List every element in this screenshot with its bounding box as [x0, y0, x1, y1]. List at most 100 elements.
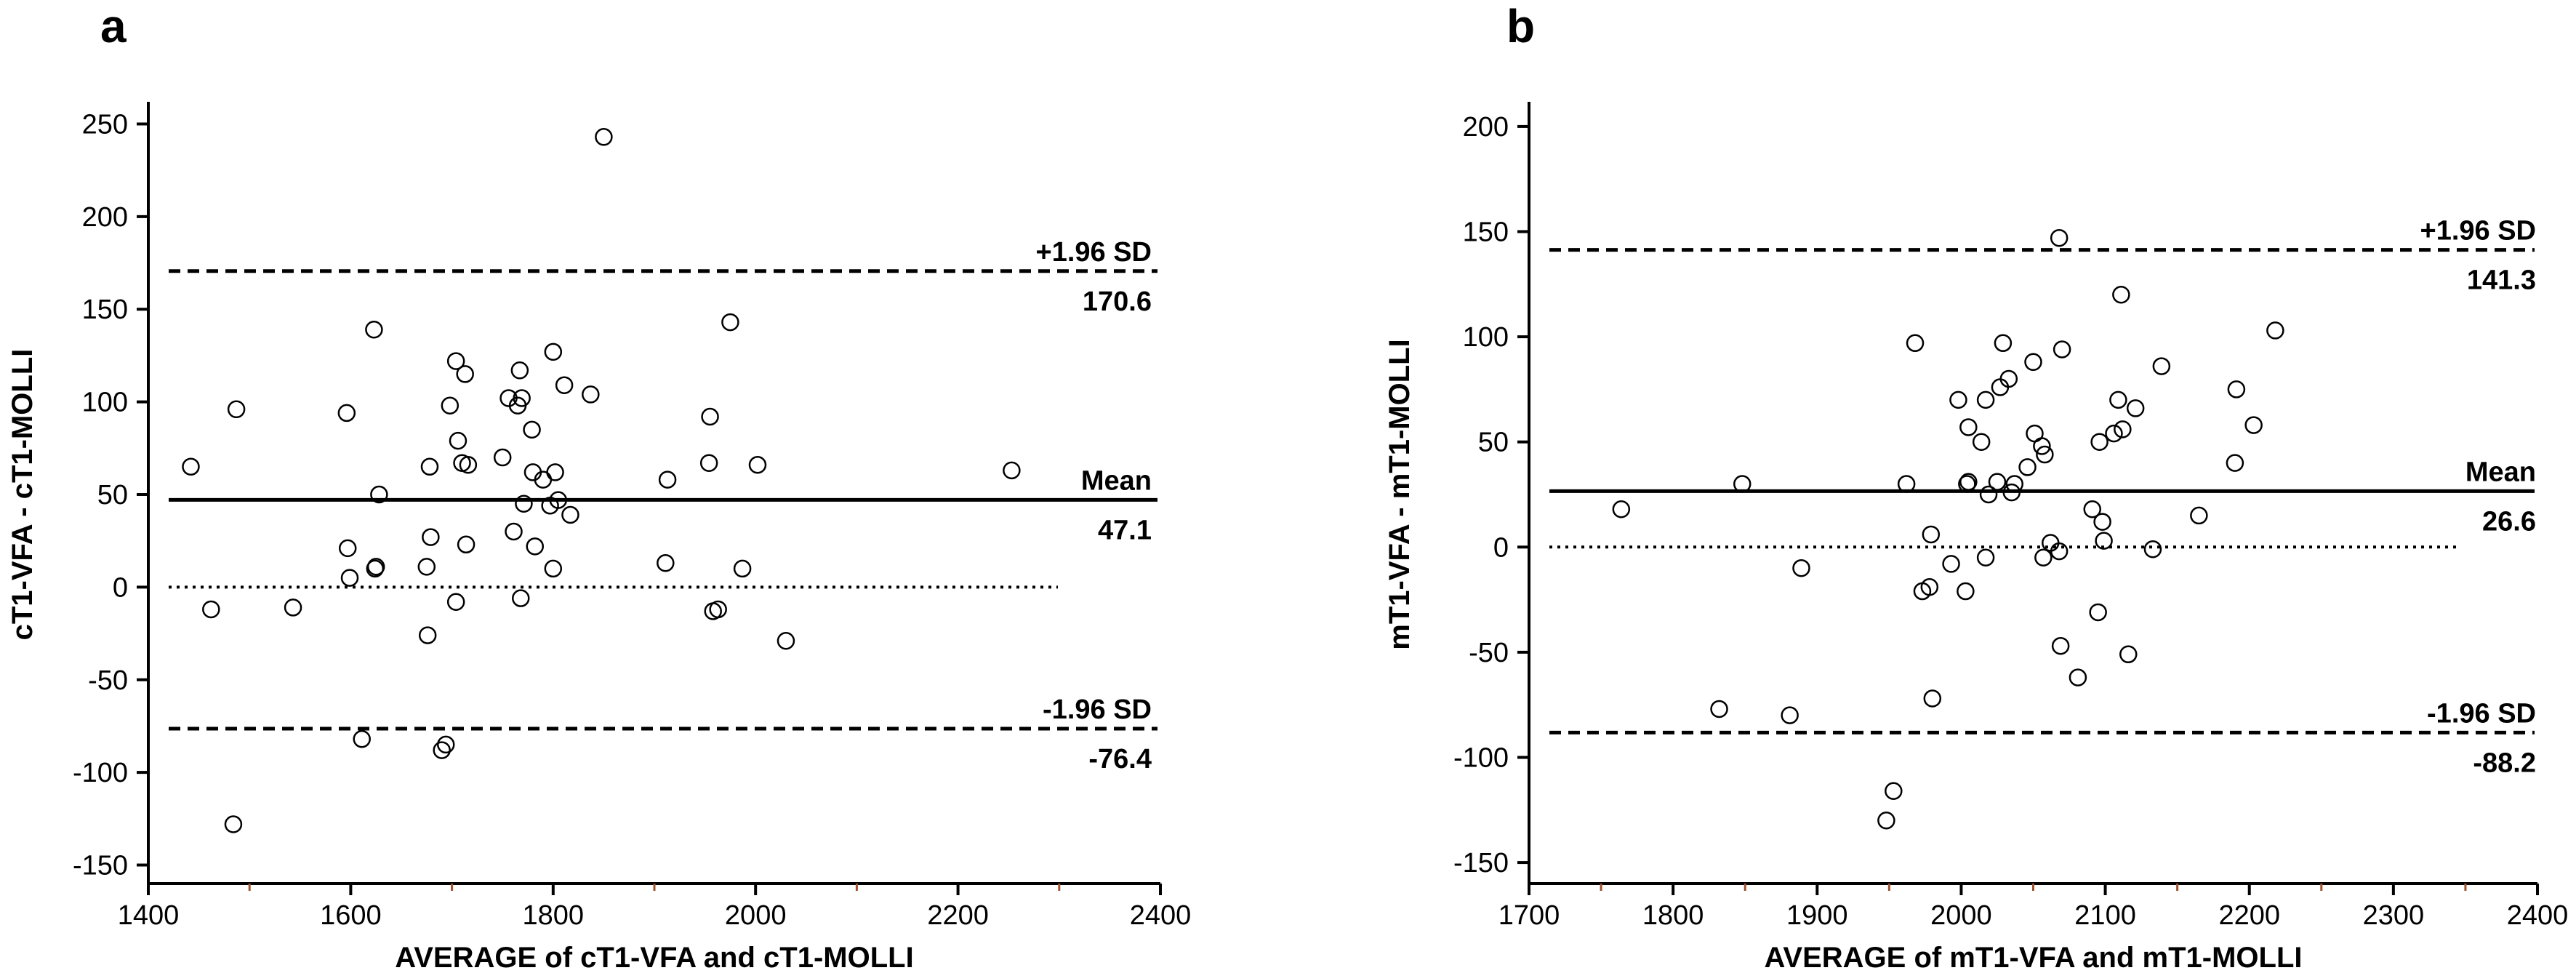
- x-axis-title: AVERAGE of mT1-VFA and mT1-MOLLI: [1764, 942, 2302, 973]
- data-point: [513, 389, 531, 407]
- x-tick-label: 2000: [725, 900, 787, 931]
- data-point: [2069, 668, 2087, 686]
- data-point: [2227, 380, 2246, 399]
- data-point: [366, 558, 385, 576]
- x-tick-label: 1900: [1786, 900, 1848, 931]
- data-point: [1957, 582, 1975, 601]
- data-point: [1885, 782, 1903, 801]
- upper-loa-value: 141.3: [2467, 265, 2536, 296]
- lower-loa-value: -76.4: [1088, 744, 1152, 774]
- lower-loa-label: -1.96 SD: [2427, 698, 2536, 729]
- data-point: [721, 313, 739, 332]
- panel-letter: a: [100, 0, 127, 52]
- y-tick-label: 0: [1493, 532, 1509, 563]
- y-tick-label: 100: [82, 388, 128, 418]
- data-point: [1994, 334, 2013, 353]
- data-point: [340, 569, 359, 587]
- data-point: [2050, 542, 2069, 561]
- upper-loa-label: +1.96 SD: [2420, 216, 2537, 247]
- mean-value: 47.1: [1098, 515, 1152, 545]
- data-point: [446, 593, 465, 612]
- data-point: [1877, 811, 1895, 830]
- data-point: [582, 385, 600, 404]
- data-point: [1710, 700, 1728, 718]
- data-point: [418, 626, 437, 644]
- data-point: [1976, 391, 1995, 409]
- y-tick-label: 150: [1463, 217, 1509, 248]
- data-point: [1959, 473, 1978, 491]
- data-point: [2114, 420, 2132, 439]
- data-point: [2226, 454, 2244, 472]
- x-tick-label: 2200: [2218, 900, 2280, 931]
- data-point: [2266, 321, 2284, 340]
- data-point: [2109, 391, 2127, 409]
- data-point: [2152, 357, 2171, 375]
- data-point: [2105, 424, 2123, 443]
- data-point: [1959, 418, 1978, 436]
- lower-loa-label: -1.96 SD: [1043, 694, 1152, 725]
- data-point: [1923, 689, 1942, 708]
- data-point: [456, 365, 474, 383]
- data-point: [353, 730, 371, 748]
- data-point: [1897, 475, 1916, 493]
- data-point: [733, 559, 752, 578]
- data-point: [777, 632, 795, 650]
- data-point: [2024, 353, 2042, 372]
- panel-b-bland-altman-chart: b -150 -100 -50 0 50 100 150 200 1700 1800 1900 2000…: [1384, 0, 2568, 973]
- data-point: [2119, 645, 2138, 664]
- data-point: [2095, 532, 2113, 550]
- x-tick-label: 2300: [2363, 900, 2425, 931]
- data-point: [2083, 500, 2101, 518]
- data-point: [1988, 473, 2007, 491]
- x-tick-label: 2000: [1930, 900, 1992, 931]
- data-point: [2050, 228, 2069, 247]
- data-point: [422, 528, 440, 546]
- data-point: [436, 735, 455, 754]
- data-point: [510, 361, 529, 380]
- x-tick-label: 1800: [523, 900, 585, 931]
- x-tick-label: 1600: [320, 900, 382, 931]
- data-point: [459, 455, 478, 474]
- y-axis-title: cT1-VFA - cT1-MOLLI: [7, 349, 39, 641]
- data-point: [2051, 636, 2070, 655]
- data-point: [544, 343, 563, 361]
- data-point: [701, 407, 719, 426]
- mean-label: Mean: [1081, 465, 1152, 496]
- data-point: [512, 589, 530, 607]
- y-tick-label: -100: [1453, 742, 1509, 773]
- data-point: [1920, 577, 1939, 596]
- data-point: [657, 554, 675, 572]
- data-point: [365, 321, 383, 339]
- data-point: [2034, 548, 2053, 567]
- y-tick-label: -150: [73, 851, 128, 881]
- panel-a-bland-altman-chart: a -150 -100 -50 0 50 100 150 200 250 1400 1600 1800 2…: [7, 0, 1191, 973]
- data-point: [2143, 540, 2162, 558]
- x-tick-label: 2400: [1130, 900, 1192, 931]
- data-point: [338, 539, 357, 558]
- upper-loa-label: +1.96 SD: [1036, 237, 1152, 268]
- data-point: [748, 455, 767, 474]
- y-tick-label: 50: [1478, 428, 1509, 458]
- data-point: [182, 457, 200, 476]
- data-point: [2089, 603, 2107, 622]
- data-point: [1942, 555, 1960, 573]
- lower-loa-value: -88.2: [2473, 748, 2536, 778]
- data-point: [433, 741, 451, 759]
- y-tick-label: 250: [82, 109, 128, 140]
- data-point: [2112, 286, 2130, 304]
- data-point: [284, 598, 302, 617]
- panel-letter: b: [1506, 0, 1535, 52]
- data-point: [549, 491, 568, 509]
- data-point: [227, 400, 246, 419]
- data-point: [417, 558, 436, 576]
- data-point: [370, 485, 388, 504]
- x-tick-label: 2400: [2507, 900, 2569, 931]
- y-tick-label: -150: [1453, 848, 1509, 878]
- y-tick-label: 150: [82, 295, 128, 325]
- data-point: [457, 535, 476, 554]
- data-point: [1976, 548, 1995, 567]
- data-point: [544, 559, 563, 578]
- data-point: [1612, 500, 1631, 518]
- data-point: [561, 505, 579, 524]
